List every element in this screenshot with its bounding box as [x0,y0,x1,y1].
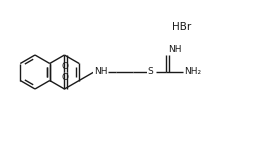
Text: NH: NH [94,68,107,76]
Text: HBr: HBr [172,22,191,32]
Text: O: O [62,73,69,82]
Text: O: O [62,62,69,71]
Text: S: S [147,68,153,76]
Text: NH: NH [168,45,182,54]
Text: NH₂: NH₂ [184,68,201,76]
